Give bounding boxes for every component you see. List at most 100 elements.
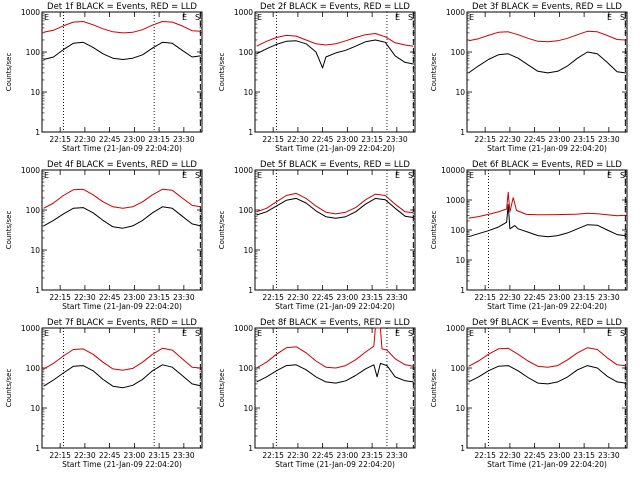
y-tick-label: 100 [26, 48, 41, 57]
chart-panel-det-9: Det 9f BLACK = Events, RED = LLD Counts/s… [430, 318, 628, 469]
x-tick-label: 22:30 [499, 293, 521, 302]
y-tick-label: 100 [451, 48, 466, 57]
chart-panel-det-7: Det 7f BLACK = Events, RED = LLD Counts/s… [5, 318, 203, 469]
y-tick-label: 100 [26, 206, 41, 215]
marker-letter: S [408, 329, 413, 338]
chart-title: Det 8f BLACK = Events, RED = LLD [260, 318, 410, 328]
x-tick-label: 23:30 [598, 293, 620, 302]
marker-letter: S [195, 329, 200, 338]
x-tick-label: 23:30 [386, 135, 408, 144]
x-tick-label: 23:15 [573, 135, 595, 144]
y-tick-label: 1 [248, 128, 253, 137]
y-tick-label: 1000 [234, 166, 253, 175]
marker-letter: S [620, 171, 625, 180]
x-axis-label: Start Time (21-Jan-09 22:04:20) [487, 460, 607, 469]
marker-letter: S [195, 171, 200, 180]
x-tick-label: 22:30 [499, 451, 521, 460]
series-line-lld [468, 191, 626, 219]
y-tick-label: 1000 [21, 8, 40, 17]
marker-letter: S [408, 171, 413, 180]
x-tick-label: 22:45 [524, 451, 546, 460]
y-tick-label: 100 [239, 364, 254, 373]
series-line-events [468, 204, 626, 238]
series-line-events [43, 206, 201, 229]
x-tick-label: 23:00 [549, 293, 571, 302]
plot-frame [254, 327, 416, 449]
y-axis-label: Counts/sec [5, 53, 13, 92]
y-tick-label: 10 [243, 404, 253, 413]
x-tick-label: 22:15 [49, 135, 71, 144]
y-tick-label: 10000 [441, 166, 465, 175]
y-axis-label: Counts/sec [5, 211, 13, 250]
y-tick-label: 1000 [446, 324, 465, 333]
x-tick-label: 23:15 [361, 135, 383, 144]
y-tick-label: 1000 [234, 8, 253, 17]
plot-frame [254, 11, 416, 133]
series-line-lld [43, 188, 201, 209]
series-line-events [256, 362, 414, 384]
plot-frame [466, 327, 628, 449]
x-tick-label: 23:15 [573, 293, 595, 302]
plot-frame [41, 327, 203, 449]
x-axis-label: Start Time (21-Jan-09 22:04:20) [487, 302, 607, 311]
x-tick-label: 23:00 [124, 451, 146, 460]
x-tick-label: 23:15 [148, 293, 170, 302]
x-tick-label: 22:15 [474, 293, 496, 302]
chart-panel-det-8: Det 8f BLACK = Events, RED = LLD Counts/s… [218, 318, 416, 469]
marker-letter: E [257, 13, 262, 22]
x-tick-label: 22:45 [312, 293, 334, 302]
y-tick-label: 1 [248, 286, 253, 295]
x-tick-label: 23:00 [337, 451, 359, 460]
y-tick-label: 100 [239, 206, 254, 215]
marker-letter: E [607, 171, 612, 180]
x-tick-label: 22:15 [474, 451, 496, 460]
y-axis-label: Counts/sec [5, 369, 13, 408]
series-line-lld [468, 30, 626, 43]
series-line-lld [43, 347, 201, 371]
x-tick-label: 22:30 [74, 451, 96, 460]
y-tick-label: 10 [455, 88, 465, 97]
marker-letter: E [182, 329, 187, 338]
y-tick-label: 10 [30, 404, 40, 413]
chart-panel-det-3: Det 3f BLACK = Events, RED = LLD Counts/s… [430, 2, 628, 153]
y-axis-label: Counts/sec [430, 211, 438, 250]
y-tick-label: 10 [30, 246, 40, 255]
marker-letter: E [44, 171, 49, 180]
y-tick-label: 10 [243, 246, 253, 255]
y-tick-label: 1000 [234, 324, 253, 333]
x-tick-label: 22:45 [99, 293, 121, 302]
chart-panel-det-1: Det 1f BLACK = Events, RED = LLD Counts/s… [5, 2, 203, 153]
chart-title: Det 5f BLACK = Events, RED = LLD [260, 160, 410, 170]
marker-letter: E [469, 329, 474, 338]
chart-panel-det-4: Det 4f BLACK = Events, RED = LLD Counts/s… [5, 160, 203, 311]
y-tick-label: 100 [239, 48, 254, 57]
x-axis-label: Start Time (21-Jan-09 22:04:20) [487, 144, 607, 153]
x-tick-label: 22:15 [262, 135, 284, 144]
series-line-lld [256, 327, 414, 369]
x-tick-label: 23:30 [386, 293, 408, 302]
plot-frame [466, 11, 628, 133]
x-tick-label: 23:15 [361, 293, 383, 302]
series-line-events [468, 365, 626, 385]
y-tick-label: 10 [455, 256, 465, 265]
y-tick-label: 10 [455, 404, 465, 413]
x-tick-label: 22:45 [99, 451, 121, 460]
x-tick-label: 23:30 [173, 293, 195, 302]
x-tick-label: 22:45 [524, 293, 546, 302]
y-tick-label: 10 [30, 88, 40, 97]
series-line-lld [43, 21, 201, 34]
x-tick-label: 22:30 [499, 135, 521, 144]
y-axis-label: Counts/sec [218, 53, 226, 92]
chart-title: Det 2f BLACK = Events, RED = LLD [260, 2, 410, 12]
marker-letter: S [620, 13, 625, 22]
x-tick-label: 23:00 [124, 293, 146, 302]
y-tick-label: 1 [460, 128, 465, 137]
marker-letter: E [395, 329, 400, 338]
y-tick-label: 100 [26, 364, 41, 373]
chart-title: Det 1f BLACK = Events, RED = LLD [47, 2, 197, 12]
x-tick-label: 23:30 [386, 451, 408, 460]
chart-title: Det 4f BLACK = Events, RED = LLD [47, 160, 197, 170]
marker-letter: S [408, 13, 413, 22]
marker-letter: E [257, 171, 262, 180]
chart-panel-det-6: Det 6f BLACK = Events, RED = LLD Counts/s… [430, 160, 628, 311]
